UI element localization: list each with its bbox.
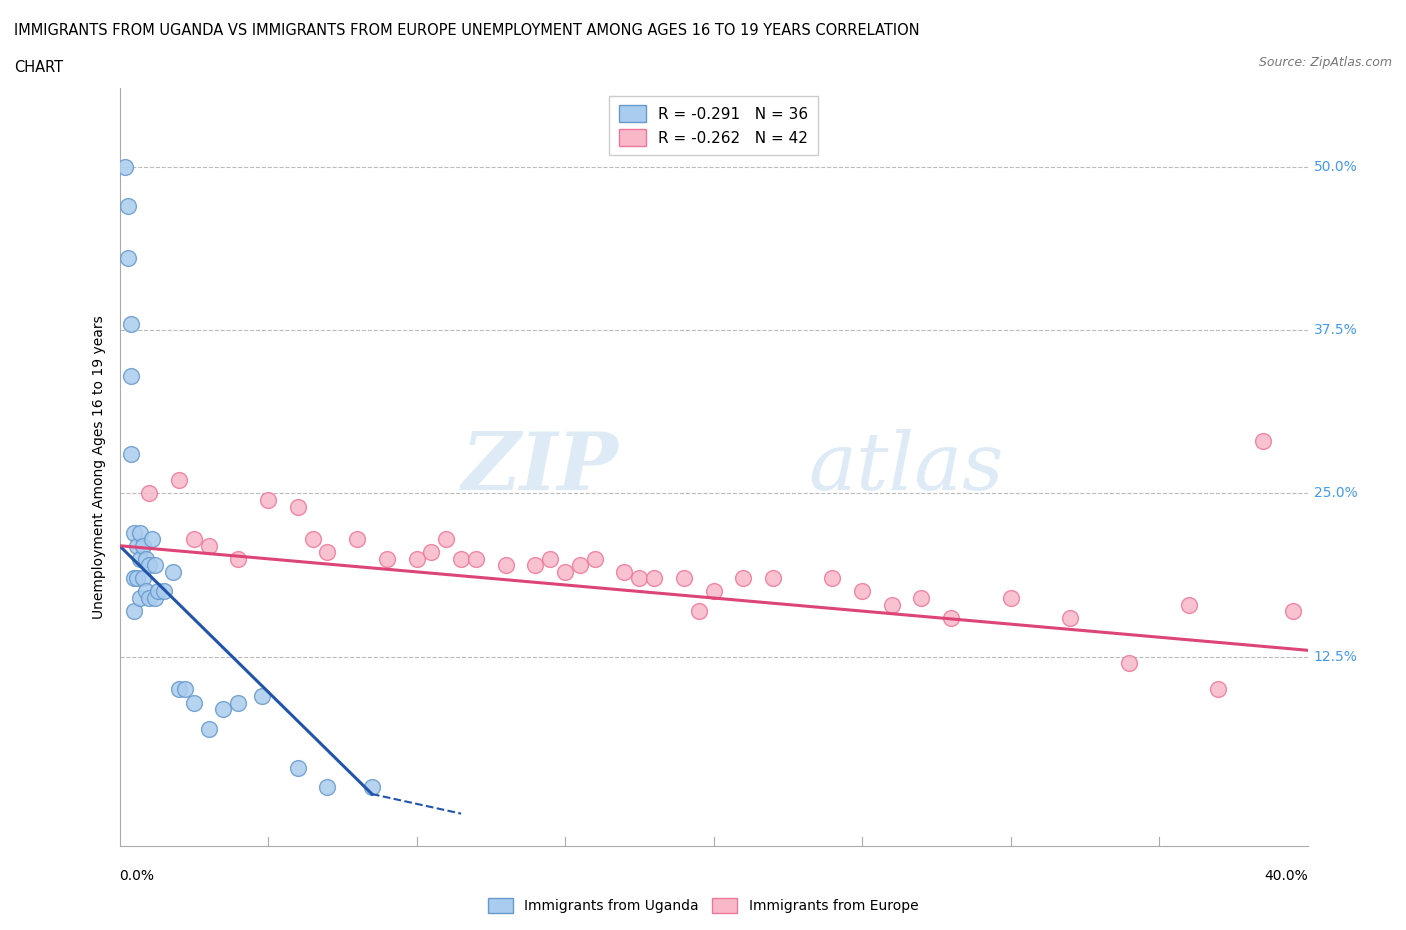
- Point: [257, 493, 280, 508]
- Point: [141, 532, 163, 547]
- Point: [821, 571, 844, 586]
- Text: CHART: CHART: [14, 60, 63, 75]
- Point: [346, 532, 368, 547]
- Point: [375, 551, 398, 566]
- Point: [250, 688, 273, 703]
- Point: [120, 368, 142, 383]
- Point: [143, 558, 166, 573]
- Point: [173, 682, 195, 697]
- Point: [583, 551, 606, 566]
- Point: [287, 761, 309, 776]
- Point: [129, 591, 152, 605]
- Point: [628, 571, 651, 586]
- Text: IMMIGRANTS FROM UGANDA VS IMMIGRANTS FROM EUROPE UNEMPLOYMENT AMONG AGES 16 TO 1: IMMIGRANTS FROM UGANDA VS IMMIGRANTS FRO…: [14, 23, 920, 38]
- Point: [183, 695, 205, 710]
- Point: [688, 604, 710, 618]
- Point: [464, 551, 486, 566]
- Point: [1251, 433, 1274, 448]
- Point: [132, 538, 155, 553]
- Text: 50.0%: 50.0%: [1313, 160, 1357, 174]
- Point: [672, 571, 695, 586]
- Point: [1059, 610, 1081, 625]
- Point: [434, 532, 457, 547]
- Point: [361, 780, 384, 795]
- Text: 0.0%: 0.0%: [120, 870, 155, 884]
- Point: [143, 591, 166, 605]
- Text: Source: ZipAtlas.com: Source: ZipAtlas.com: [1258, 56, 1392, 69]
- Legend: R = -0.291   N = 36, R = -0.262   N = 42: R = -0.291 N = 36, R = -0.262 N = 42: [609, 96, 818, 155]
- Point: [1178, 597, 1201, 612]
- Point: [228, 551, 250, 566]
- Point: [138, 486, 160, 501]
- Point: [643, 571, 665, 586]
- Point: [146, 584, 169, 599]
- Point: [1118, 656, 1140, 671]
- Point: [117, 198, 139, 213]
- Point: [568, 558, 591, 573]
- Point: [167, 473, 190, 488]
- Point: [114, 159, 136, 174]
- Point: [124, 604, 146, 618]
- Point: [135, 551, 157, 566]
- Point: [702, 584, 725, 599]
- Text: 25.0%: 25.0%: [1313, 486, 1357, 500]
- Point: [197, 538, 219, 553]
- Text: ZIP: ZIP: [461, 429, 619, 506]
- Point: [316, 545, 339, 560]
- Point: [1281, 604, 1303, 618]
- Point: [228, 695, 250, 710]
- Point: [183, 532, 205, 547]
- Point: [1000, 591, 1022, 605]
- Point: [124, 571, 146, 586]
- Point: [127, 538, 149, 553]
- Point: [613, 565, 636, 579]
- Point: [301, 532, 323, 547]
- Point: [880, 597, 903, 612]
- Point: [132, 571, 155, 586]
- Point: [1208, 682, 1230, 697]
- Point: [127, 571, 149, 586]
- Point: [554, 565, 576, 579]
- Y-axis label: Unemployment Among Ages 16 to 19 years: Unemployment Among Ages 16 to 19 years: [91, 315, 105, 619]
- Point: [197, 722, 219, 737]
- Point: [939, 610, 962, 625]
- Text: 40.0%: 40.0%: [1264, 870, 1308, 884]
- Text: 12.5%: 12.5%: [1313, 650, 1357, 664]
- Point: [138, 558, 160, 573]
- Point: [495, 558, 517, 573]
- Point: [287, 499, 309, 514]
- Point: [420, 545, 443, 560]
- Point: [167, 682, 190, 697]
- Point: [129, 525, 152, 540]
- Point: [138, 591, 160, 605]
- Point: [120, 446, 142, 461]
- Point: [135, 584, 157, 599]
- Point: [405, 551, 427, 566]
- Point: [212, 701, 235, 716]
- Point: [120, 316, 142, 331]
- Point: [524, 558, 547, 573]
- Point: [162, 565, 184, 579]
- Text: 37.5%: 37.5%: [1313, 323, 1357, 337]
- Point: [762, 571, 785, 586]
- Text: atlas: atlas: [808, 429, 1004, 506]
- Point: [450, 551, 472, 566]
- Point: [733, 571, 755, 586]
- Point: [124, 525, 146, 540]
- Point: [129, 551, 152, 566]
- Legend: Immigrants from Uganda, Immigrants from Europe: Immigrants from Uganda, Immigrants from …: [482, 892, 924, 919]
- Point: [316, 780, 339, 795]
- Point: [117, 251, 139, 266]
- Point: [538, 551, 561, 566]
- Point: [910, 591, 932, 605]
- Point: [851, 584, 873, 599]
- Point: [153, 584, 176, 599]
